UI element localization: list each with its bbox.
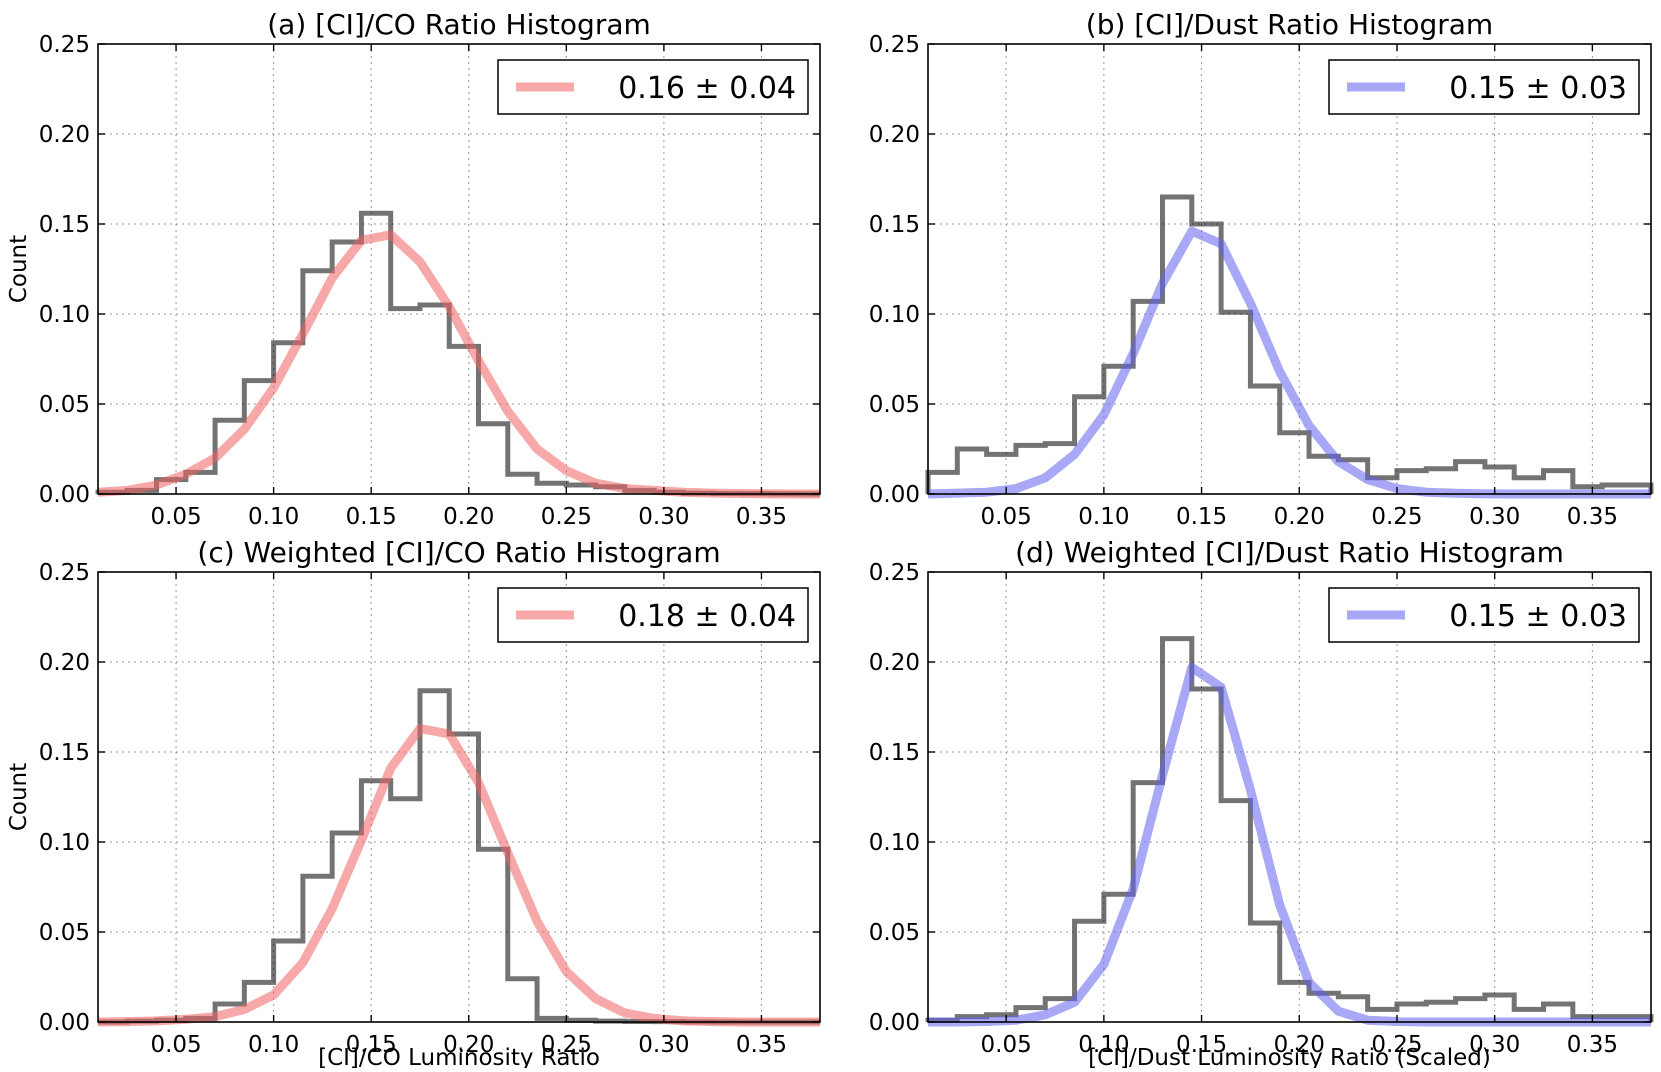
x-tick-label: 0.15 xyxy=(1176,1032,1227,1058)
panel-c: 0.05 0.10 0.15 0.20 0.25 0.30 0.35 0.00 0.05 0.10… xyxy=(6,536,821,1071)
y-tick-label: 0.20 xyxy=(39,122,90,148)
y-tick-label: 0.10 xyxy=(39,830,90,856)
x-tick-label: 0.05 xyxy=(981,1032,1032,1058)
x-axis-label: [CI]/CO Luminosity Ratio xyxy=(318,1045,600,1068)
y-tick-label: 0.15 xyxy=(869,740,920,766)
histogram-steps xyxy=(925,194,1654,494)
histogram-steps xyxy=(95,210,820,497)
y-tick-label: 0.15 xyxy=(869,212,920,238)
x-tick-label: 0.05 xyxy=(150,1032,201,1058)
legend: 0.18 ± 0.04 xyxy=(497,587,809,643)
panel-b: 0.05 0.10 0.15 0.20 0.25 0.30 0.35 0.00 0.05 0.10… xyxy=(869,8,1654,530)
gaussian-fit-line xyxy=(97,724,820,1027)
x-tick-label: 0.20 xyxy=(1274,504,1325,530)
x-tick-label: 0.05 xyxy=(150,504,201,530)
histogram-steps xyxy=(925,636,1654,1023)
x-tick-label: 0.25 xyxy=(1371,504,1422,530)
panel-title: (a) [CI]/CO Ratio Histogram xyxy=(267,8,651,41)
panel-title: (c) Weighted [CI]/CO Ratio Histogram xyxy=(197,536,720,569)
x-tick-label: 0.10 xyxy=(248,504,299,530)
panel-title: (b) [CI]/Dust Ratio Histogram xyxy=(1086,8,1493,41)
x-tick-label: 0.35 xyxy=(1567,504,1618,530)
y-tick-label: 0.20 xyxy=(869,122,920,148)
x-tick-label: 0.10 xyxy=(248,1032,299,1058)
x-tick-label: 0.30 xyxy=(638,504,689,530)
x-tick-label: 0.35 xyxy=(736,504,787,530)
y-tick-label: 0.00 xyxy=(869,1010,920,1036)
axes-frame xyxy=(927,43,1652,495)
x-tick-label: 0.15 xyxy=(1176,504,1227,530)
x-tick-label: 0.20 xyxy=(443,1032,494,1058)
x-tick-label: 0.35 xyxy=(736,1032,787,1058)
x-tick-label: 0.25 xyxy=(1371,1032,1422,1058)
panel-d: 0.05 0.10 0.15 0.20 0.25 0.30 0.35 0.00 0.05 0.10… xyxy=(869,536,1654,1071)
legend-label: 0.18 ± 0.04 xyxy=(618,599,796,634)
panel-a: 0.05 0.10 0.15 0.20 0.25 0.30 0.35 0.00 0.05 0.10… xyxy=(6,8,821,530)
y-tick-label: 0.25 xyxy=(869,560,920,586)
y-tick-label: 0.25 xyxy=(39,32,90,58)
legend: 0.16 ± 0.04 xyxy=(497,59,809,115)
y-tick-label: 0.00 xyxy=(39,1010,90,1036)
y-tick-label: 0.15 xyxy=(39,740,90,766)
y-axis-label: Count xyxy=(6,235,32,303)
x-tick-label: 0.15 xyxy=(346,1032,397,1058)
axes-frame xyxy=(927,571,1652,1023)
y-tick-label: 0.10 xyxy=(869,302,920,328)
x-tick-label: 0.30 xyxy=(638,1032,689,1058)
gaussian-fit-line xyxy=(927,226,1651,499)
gaussian-fit-line xyxy=(97,230,820,499)
x-tick-label: 0.05 xyxy=(981,504,1032,530)
y-tick-label: 0.05 xyxy=(869,392,920,418)
y-tick-label: 0.20 xyxy=(39,650,90,676)
y-tick-label: 0.05 xyxy=(39,920,90,946)
y-tick-label: 0.25 xyxy=(39,560,90,586)
legend-label: 0.15 ± 0.03 xyxy=(1449,599,1627,634)
y-tick-label: 0.15 xyxy=(39,212,90,238)
y-tick-label: 0.25 xyxy=(869,32,920,58)
x-tick-label: 0.30 xyxy=(1469,504,1520,530)
y-tick-label: 0.05 xyxy=(869,920,920,946)
x-tick-label: 0.35 xyxy=(1567,1032,1618,1058)
y-tick-label: 0.10 xyxy=(869,830,920,856)
gaussian-fit-line xyxy=(928,662,1651,1027)
x-tick-label: 0.25 xyxy=(541,1032,592,1058)
y-axis-label: Count xyxy=(6,763,32,831)
x-tick-label: 0.20 xyxy=(1274,1032,1325,1058)
legend: 0.15 ± 0.03 xyxy=(1328,587,1640,643)
histogram-steps xyxy=(98,688,820,1025)
y-tick-label: 0.00 xyxy=(869,482,920,508)
y-tick-label: 0.20 xyxy=(869,650,920,676)
legend-label: 0.16 ± 0.04 xyxy=(618,71,796,106)
panel-title: (d) Weighted [CI]/Dust Ratio Histogram xyxy=(1015,536,1564,569)
axes-frame xyxy=(97,571,821,1023)
x-tick-label: 0.10 xyxy=(1078,504,1129,530)
legend-label: 0.15 ± 0.03 xyxy=(1449,71,1627,106)
x-tick-label: 0.20 xyxy=(443,504,494,530)
axes-frame xyxy=(97,43,821,495)
x-tick-label: 0.30 xyxy=(1469,1032,1520,1058)
y-tick-label: 0.10 xyxy=(39,302,90,328)
legend: 0.15 ± 0.03 xyxy=(1328,59,1640,115)
x-tick-label: 0.25 xyxy=(541,504,592,530)
x-tick-label: 0.15 xyxy=(346,504,397,530)
y-tick-label: 0.00 xyxy=(39,482,90,508)
x-tick-label: 0.10 xyxy=(1078,1032,1129,1058)
y-tick-label: 0.05 xyxy=(39,392,90,418)
x-axis-label: [CI]/Dust Luminosity Ratio (Scaled) xyxy=(1088,1045,1491,1068)
